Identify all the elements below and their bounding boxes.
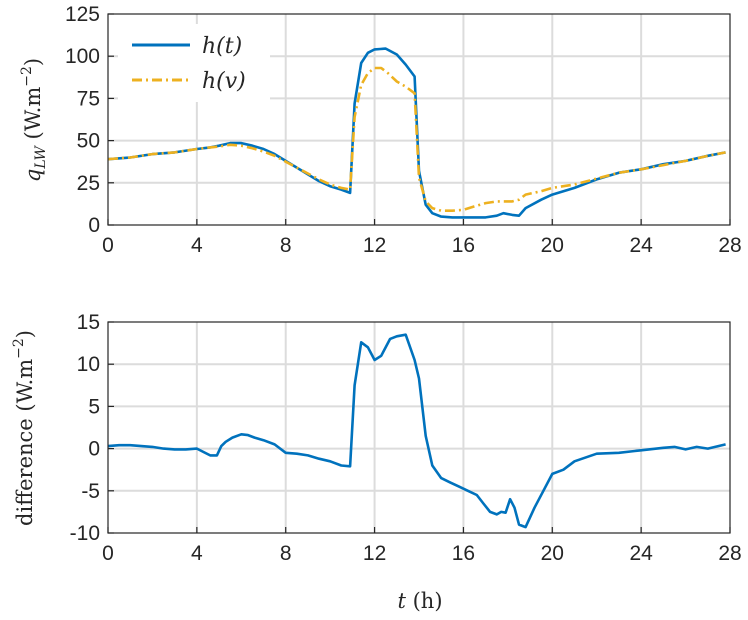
bottom-y-tick-label: 15 — [77, 311, 100, 334]
top-x-tick-label: 28 — [718, 234, 741, 257]
bottom-x-tick-label: 24 — [629, 542, 653, 565]
top-x-tick-label: 12 — [363, 234, 386, 257]
top-x-tick-labels: 0 4 8 12 16 20 24 28 — [102, 219, 742, 257]
legend-label-ht: h(t) — [202, 34, 242, 59]
top-series-ht — [107, 47, 726, 219]
bottom-x-tick-label: 16 — [452, 542, 475, 565]
top-x-tick-label: 20 — [541, 234, 564, 257]
bottom-x-tick-label: 28 — [718, 542, 741, 565]
top-y-tick-label: 100 — [65, 45, 100, 68]
top-plot-frame — [107, 13, 731, 226]
top-y-tick-label: 25 — [77, 172, 100, 195]
legend-label-hv: h(v) — [202, 69, 246, 94]
top-y-axis-label: qLW (W.m−2) — [19, 58, 49, 182]
bottom-x-tick-labels: 0 4 8 12 16 20 24 28 — [102, 527, 742, 565]
legend: h(t) h(v) — [118, 24, 270, 102]
bottom-y-tick-label: 0 — [88, 438, 100, 461]
legend-box — [118, 24, 270, 102]
top-x-tick-label: 24 — [629, 234, 653, 257]
top-x-tick-label: 0 — [102, 234, 114, 257]
bottom-series-lines — [107, 333, 726, 529]
bottom-gridlines — [108, 322, 730, 533]
bottom-x-tick-label: 0 — [102, 542, 114, 565]
top-y-tick-label: 50 — [77, 130, 100, 153]
bottom-y-tick-label: 10 — [77, 353, 100, 376]
bottom-x-tick-label: 12 — [363, 542, 386, 565]
bottom-y-axis-label: difference (W.m−2) — [11, 330, 37, 526]
top-series-hv — [107, 66, 726, 212]
top-y-tick-labels: 0 25 50 75 100 125 — [65, 3, 114, 237]
top-series-lines — [107, 47, 726, 219]
top-x-tick-label: 8 — [280, 234, 292, 257]
bottom-chart: 0 4 8 12 16 20 24 28 -10 -5 0 5 10 15 difference (W.… — [11, 311, 742, 613]
bottom-y-tick-label: -10 — [70, 522, 100, 545]
bottom-x-tick-label: 20 — [541, 542, 564, 565]
bottom-x-tick-label: 8 — [280, 542, 292, 565]
top-y-tick-label: 125 — [65, 3, 100, 26]
top-y-tick-label: 0 — [88, 214, 100, 237]
bottom-y-tick-labels: -10 -5 0 5 10 15 — [70, 311, 114, 545]
bottom-x-axis-label: t (h) — [397, 589, 442, 613]
bottom-y-tick-label: 5 — [88, 395, 100, 418]
bottom-series-line-0 — [107, 333, 726, 529]
bottom-x-tick-label: 4 — [191, 542, 203, 565]
bottom-plot-frame — [107, 321, 731, 534]
top-y-tick-label: 75 — [77, 87, 100, 110]
top-x-tick-label: 16 — [452, 234, 475, 257]
top-x-tick-label: 4 — [191, 234, 203, 257]
bottom-y-tick-label: -5 — [81, 480, 100, 503]
